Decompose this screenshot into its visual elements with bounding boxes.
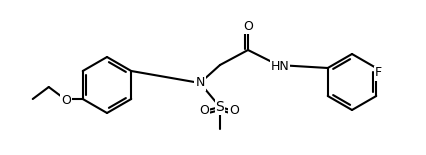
Text: O: O: [229, 104, 239, 117]
Text: O: O: [199, 104, 209, 117]
Text: N: N: [195, 77, 204, 89]
Text: HN: HN: [271, 60, 289, 73]
Text: F: F: [375, 66, 382, 80]
Text: O: O: [243, 20, 253, 33]
Text: S: S: [216, 100, 225, 114]
Text: O: O: [61, 93, 71, 106]
